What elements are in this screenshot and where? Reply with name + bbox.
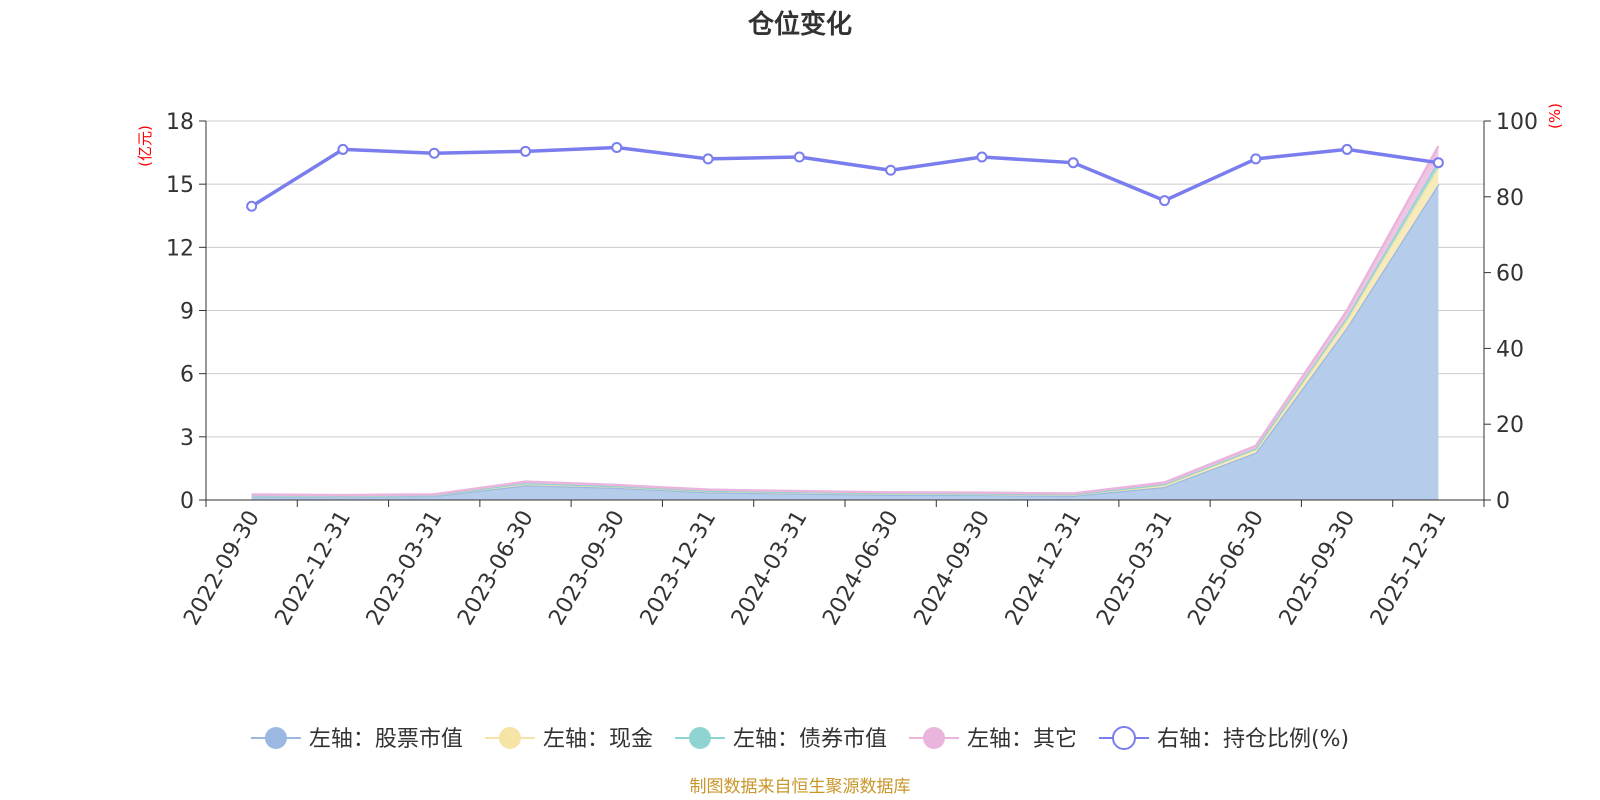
right-axis-tick-label: 0 bbox=[1496, 489, 1510, 514]
x-axis-tick-label: 2024-09-30 bbox=[910, 507, 996, 630]
right-axis-unit: (%) bbox=[1546, 103, 1564, 129]
legend-label: 左轴：债券市值 bbox=[733, 727, 887, 752]
legend-label: 左轴：其它 bbox=[967, 727, 1077, 752]
area-line-4 bbox=[251, 145, 1440, 497]
x-axis-tick-label: 2022-09-30 bbox=[179, 507, 265, 630]
x-axis-tick-label: 2023-06-30 bbox=[453, 507, 539, 630]
left-axis-tick-label: 18 bbox=[166, 110, 194, 135]
source-note: 制图数据来自恒生聚源数据库 bbox=[690, 777, 911, 797]
legend-swatch-marker bbox=[264, 727, 287, 749]
ratio-point bbox=[246, 200, 258, 212]
x-axis-tick-label: 2022-12-31 bbox=[271, 507, 357, 630]
legend-swatch-marker bbox=[498, 727, 521, 749]
ratio-point bbox=[520, 145, 531, 157]
legend-item: 右轴：持仓比例(%) bbox=[1098, 726, 1349, 752]
area-1 bbox=[251, 184, 1439, 500]
x-axis-tick-label: 2025-12-31 bbox=[1366, 507, 1452, 630]
x-axis-tick-label: 2025-03-31 bbox=[1092, 507, 1178, 630]
right-axis-tick-label: 20 bbox=[1496, 413, 1524, 438]
legend-swatch-marker bbox=[922, 727, 945, 749]
grid-lines bbox=[206, 120, 1484, 438]
ratio-point bbox=[1067, 157, 1079, 169]
x-axis-tick-label: 2024-06-30 bbox=[818, 507, 904, 630]
x-axis-tick-label: 2025-09-30 bbox=[1275, 507, 1361, 630]
left-axis-tick-label: 0 bbox=[180, 489, 194, 514]
x-axis-tick-label: 2023-09-30 bbox=[544, 507, 630, 630]
right-axis-tick-label: 100 bbox=[1496, 110, 1538, 135]
left-axis-tick-label: 6 bbox=[180, 363, 194, 388]
left-axis-unit: (亿元) bbox=[136, 125, 154, 167]
ratio-point bbox=[1159, 195, 1170, 207]
ratio-point bbox=[793, 151, 805, 163]
x-axis-tick-label: 2024-12-31 bbox=[1001, 507, 1087, 630]
right-axis-tick-label: 60 bbox=[1496, 262, 1524, 287]
right-axis-tick-label: 40 bbox=[1496, 337, 1524, 362]
x-axis-tick-label: 2023-03-31 bbox=[362, 507, 448, 630]
left-axis-tick-label: 12 bbox=[166, 236, 194, 261]
ratio-point bbox=[337, 143, 349, 155]
legend-item: 左轴：其它 bbox=[908, 727, 1077, 752]
ratio-line-series bbox=[246, 142, 1444, 212]
legend-item: 左轴：股票市值 bbox=[250, 727, 463, 752]
ratio-point bbox=[611, 142, 623, 154]
chart-title: 仓位变化 bbox=[747, 9, 852, 39]
left-axis-tick-label: 9 bbox=[180, 300, 194, 325]
ratio-point bbox=[1341, 143, 1353, 155]
x-axis-tick-label: 2024-03-31 bbox=[727, 507, 813, 630]
legend-label: 左轴：现金 bbox=[543, 727, 653, 752]
ratio-point bbox=[1432, 157, 1444, 169]
left-axis-tick-label: 3 bbox=[180, 426, 194, 451]
legend: 左轴：股票市值 左轴：现金 左轴：债券市值 左轴：其它 右轴：持仓比例(%) bbox=[250, 726, 1349, 752]
ratio-line bbox=[250, 145, 1439, 208]
legend-item: 左轴：债券市值 bbox=[674, 727, 887, 752]
ratio-point bbox=[702, 153, 714, 165]
x-axis-tick-label: 2023-12-31 bbox=[636, 507, 722, 630]
legend-item: 左轴：现金 bbox=[484, 727, 653, 752]
stacked-areas bbox=[251, 145, 1440, 500]
legend-swatch-marker bbox=[1111, 726, 1136, 750]
x-axis-tick-label: 2025-06-30 bbox=[1183, 507, 1269, 630]
ratio-point bbox=[428, 147, 440, 159]
legend-label: 左轴：股票市值 bbox=[309, 727, 463, 752]
ratio-point bbox=[1250, 153, 1262, 165]
left-axis-tick-label: 15 bbox=[166, 173, 194, 198]
legend-label: 右轴：持仓比例(%) bbox=[1157, 727, 1349, 752]
legend-swatch-marker bbox=[688, 727, 711, 749]
ratio-point bbox=[976, 151, 988, 163]
ratio-point bbox=[885, 164, 897, 176]
right-axis-tick-label: 80 bbox=[1496, 186, 1524, 211]
